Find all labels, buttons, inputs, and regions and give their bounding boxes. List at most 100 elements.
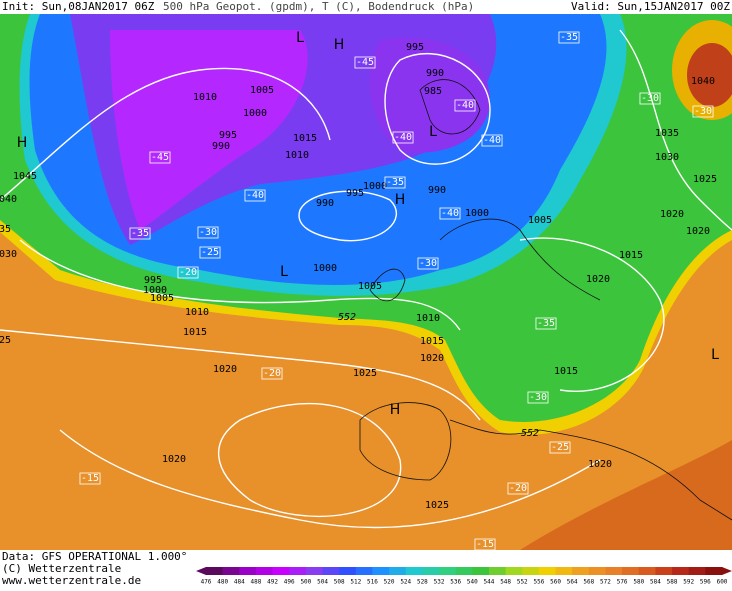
colorbar-label: 592: [683, 579, 694, 586]
isobar-label: 1020: [686, 226, 710, 237]
isobar-label: 1010: [193, 92, 217, 103]
isobar-label: 030: [0, 249, 17, 260]
isobar-label: 1005: [150, 293, 174, 304]
temperature-label: -30: [419, 258, 437, 269]
map-title: 500 hPa Geopot. (gpdm), T (C), Bodendruc…: [163, 0, 474, 13]
isobars: [0, 29, 732, 529]
temperature-label: -40: [246, 190, 264, 201]
isobar-label: 1020: [586, 274, 610, 285]
temperature-label-box: [261, 367, 283, 380]
colorbar-label: 532: [434, 579, 445, 586]
isobar-label: 1015: [619, 250, 643, 261]
pressure-center: H: [390, 402, 401, 418]
colorbar-label: 548: [500, 579, 511, 586]
isobar-label: 995: [219, 130, 237, 141]
colorbar-swatch: [405, 567, 423, 575]
isobar-label: 1020: [588, 459, 612, 470]
colorbar-label: 520: [384, 579, 395, 586]
isobar-label: 1010: [285, 150, 309, 161]
isobar-label: 1015: [183, 327, 207, 338]
colorbar-swatch: [672, 567, 690, 575]
temperature-label-box: [535, 317, 557, 330]
contour-label: 552: [338, 312, 356, 323]
temperature-label: -40: [394, 132, 412, 143]
isobar-label: 1025: [693, 174, 717, 185]
colorbar-swatch: [555, 567, 573, 575]
colorbar-swatch: [688, 567, 706, 575]
temperature-label: -15: [476, 539, 494, 550]
pressure-center: H: [334, 37, 345, 53]
isobar-label: 1005: [358, 281, 382, 292]
colorbar-swatch: [572, 567, 590, 575]
colorbar-label: 528: [417, 579, 428, 586]
website: www.wetterzentrale.de: [2, 574, 141, 587]
temperature-label-box: [149, 151, 171, 164]
temperature-label: -25: [551, 442, 569, 453]
isobar-label: 1000: [143, 285, 167, 296]
isobar-label: 990: [426, 68, 444, 79]
isobar-label: 1035: [655, 128, 679, 139]
temperature-label-box: [639, 92, 661, 105]
temperature-label: -30: [529, 392, 547, 403]
temperature-label: -20: [509, 483, 527, 494]
isobar-label: 1025: [353, 368, 377, 379]
temperature-label-box: [692, 105, 714, 118]
isobar-label: 1005: [528, 215, 552, 226]
colorbar-swatch: [439, 567, 457, 575]
colorbar-swatch: [305, 567, 324, 575]
temperature-label-box: [481, 134, 503, 147]
isobar-label: 1000: [363, 181, 387, 192]
colorbar-swatch: [355, 567, 373, 575]
colorbar-swatch: [222, 567, 240, 575]
temperature-label: -30: [641, 93, 659, 104]
colorbar-label: 500: [300, 579, 311, 586]
valid-time: Valid: Sun,15JAN2017 00Z: [571, 0, 730, 13]
copyright: (C) Wetterzentrale: [2, 562, 121, 575]
contour-label: 552: [521, 428, 539, 439]
temperature-label-box: [199, 246, 221, 259]
colorbar-swatch: [655, 567, 673, 575]
colorbar-swatch: [339, 567, 357, 575]
temperature-label: -35: [131, 228, 149, 239]
colorbar-label: 572: [600, 579, 611, 586]
colorbar-swatch: [455, 567, 473, 575]
coastlines: [359, 79, 732, 521]
colorbar-label: 504: [317, 579, 328, 586]
isobar-label: 990: [316, 198, 334, 209]
temperature-label-box: [197, 226, 219, 239]
pressure-center: L: [711, 347, 719, 363]
temperature-label-box: [417, 257, 439, 270]
colorbar-swatch: [322, 567, 340, 575]
pressure-center: L: [429, 124, 437, 140]
temperature-label-box: [439, 207, 461, 220]
temperature-label: -35: [386, 177, 404, 188]
temperature-label-box: [177, 266, 199, 279]
colorbar-swatch: [505, 567, 523, 575]
colorbar-label: 588: [667, 579, 678, 586]
temperature-label-box: [507, 482, 529, 495]
temperature-label-box: [79, 472, 101, 485]
colorbar-arrow-left: [196, 567, 206, 575]
temperature-label: -40: [456, 100, 474, 111]
colorbar-swatch: [389, 567, 407, 575]
isobar-label: 1015: [554, 366, 578, 377]
isobar-label: 1045: [13, 171, 37, 182]
colorbar-label: 568: [583, 579, 594, 586]
temperature-label-box: [129, 227, 151, 240]
colorbar-label: 584: [650, 579, 661, 586]
pressure-center: H: [17, 135, 28, 151]
temperature-label: -30: [694, 106, 712, 117]
isobar-label: 1020: [420, 353, 444, 364]
colorbar-label: 496: [284, 579, 295, 586]
isobar-label: 995: [346, 188, 364, 199]
colorbar-label: 476: [201, 579, 212, 586]
pressure-center: L: [296, 30, 304, 46]
temperature-label: -45: [151, 152, 169, 163]
isobar-label: 1025: [425, 500, 449, 511]
init-time: Init: Sun,08JAN2017 06Z: [2, 0, 155, 13]
isobar-label: 1000: [313, 263, 337, 274]
isobar-label: 1020: [660, 209, 684, 220]
colorbar-swatch: [638, 567, 656, 575]
temperature-label: -25: [201, 247, 219, 258]
